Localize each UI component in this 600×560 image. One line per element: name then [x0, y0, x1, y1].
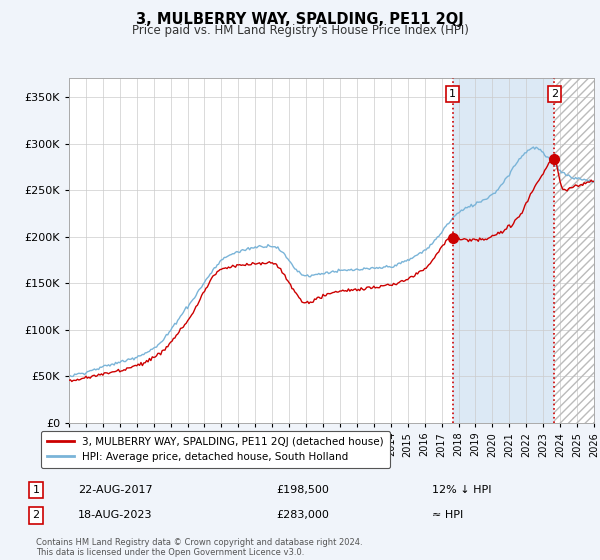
- Text: 12% ↓ HPI: 12% ↓ HPI: [432, 485, 491, 495]
- Text: 1: 1: [449, 88, 456, 99]
- Text: 2: 2: [551, 88, 558, 99]
- Text: £198,500: £198,500: [276, 485, 329, 495]
- Bar: [554, 78, 594, 423]
- Text: 22-AUG-2017: 22-AUG-2017: [78, 485, 152, 495]
- Text: 1: 1: [32, 485, 40, 495]
- Legend: 3, MULBERRY WAY, SPALDING, PE11 2QJ (detached house), HPI: Average price, detach: 3, MULBERRY WAY, SPALDING, PE11 2QJ (det…: [41, 431, 390, 468]
- Bar: [554, 78, 594, 423]
- Text: 18-AUG-2023: 18-AUG-2023: [78, 510, 152, 520]
- Text: 2: 2: [32, 510, 40, 520]
- Text: ≈ HPI: ≈ HPI: [432, 510, 463, 520]
- Text: Contains HM Land Registry data © Crown copyright and database right 2024.
This d: Contains HM Land Registry data © Crown c…: [36, 538, 362, 557]
- Bar: [452, 78, 554, 423]
- Text: Price paid vs. HM Land Registry's House Price Index (HPI): Price paid vs. HM Land Registry's House …: [131, 24, 469, 36]
- Text: £283,000: £283,000: [276, 510, 329, 520]
- Text: 3, MULBERRY WAY, SPALDING, PE11 2QJ: 3, MULBERRY WAY, SPALDING, PE11 2QJ: [136, 12, 464, 27]
